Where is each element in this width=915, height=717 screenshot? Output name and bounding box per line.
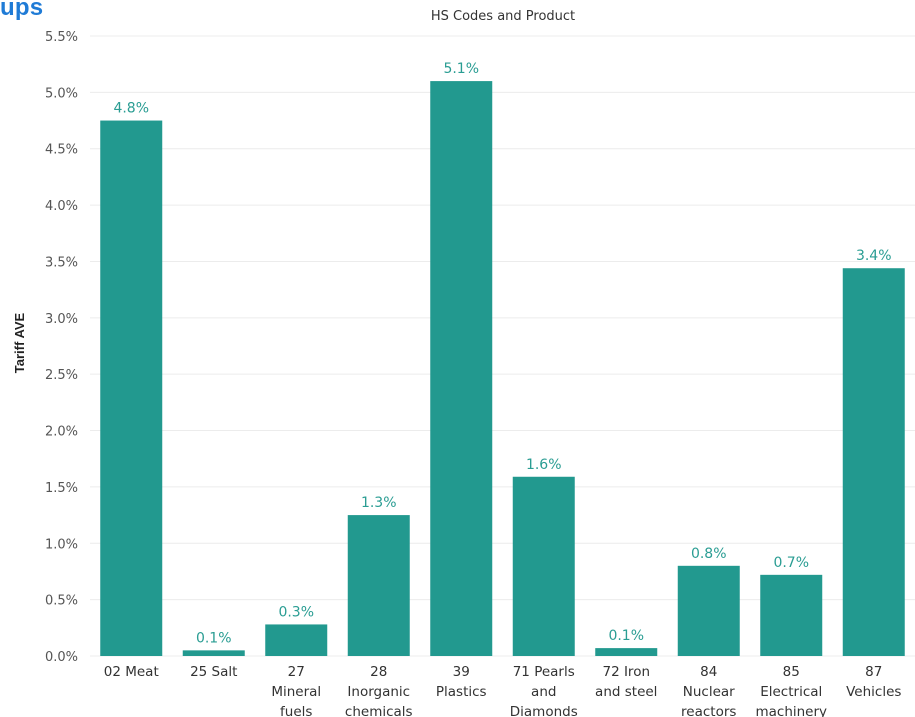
x-tick-label-line: fuels xyxy=(280,704,312,717)
x-tick-label-line: chemicals xyxy=(345,704,413,717)
bar xyxy=(512,476,575,656)
y-tick-label: 3.5% xyxy=(45,255,78,270)
x-tick-label-line: Diamonds xyxy=(510,704,578,717)
x-tick-label-line: 25 Salt xyxy=(190,664,237,680)
y-tick-label: 4.5% xyxy=(45,143,78,158)
bar xyxy=(347,515,410,656)
x-tick-label-line: 84 xyxy=(700,664,717,680)
x-tick-label: 27 Mineral fuels xyxy=(271,664,321,717)
y-axis-ticks: 0.0% 0.5% 1.0% 1.5% 2.0% 2.5% 3.0% 3.5% 4.0% 4.5%… xyxy=(45,30,78,665)
data-label: 3.4% xyxy=(856,248,892,264)
x-tick-label-line: Electrical xyxy=(760,684,822,700)
x-tick-label: 39 Plastics xyxy=(436,664,487,700)
y-tick-label: 0.5% xyxy=(45,594,78,609)
x-tick-label: 25 Salt xyxy=(190,664,237,680)
x-tick-label: 71 Pearls and Diamonds xyxy=(510,664,578,717)
data-labels: 4.8% 0.1% 0.3% 1.3% 5.1% 1.6% 0.1% 0.8% 0.7% 3.4% xyxy=(113,61,891,646)
bar xyxy=(842,268,905,656)
bar xyxy=(760,574,823,656)
x-tick-label: 84 Nuclear reactors xyxy=(681,664,736,717)
x-tick-label: 02 Meat xyxy=(104,664,159,680)
data-label: 0.7% xyxy=(773,555,809,571)
x-tick-label-line: 28 xyxy=(370,664,387,680)
bar xyxy=(677,565,740,656)
x-tick-label-line: 85 xyxy=(783,664,800,680)
chart-title: HS Codes and Product xyxy=(430,9,576,24)
x-tick-label-line: machinery xyxy=(755,704,827,717)
x-tick-label-line: Mineral xyxy=(271,684,321,700)
data-label: 1.6% xyxy=(526,457,562,473)
x-axis-categories: 02 Meat 25 Salt 27 Mineral fuels 28 Inorganic c… xyxy=(104,664,902,717)
data-label: 5.1% xyxy=(443,61,479,77)
x-tick-label-line: and steel xyxy=(595,684,657,700)
y-tick-label: 4.0% xyxy=(45,199,78,214)
bar xyxy=(100,120,163,656)
y-tick-label: 1.0% xyxy=(45,537,78,552)
y-axis-label: Tariff AVE xyxy=(12,312,27,373)
y-tick-label: 3.0% xyxy=(45,312,78,327)
data-label: 0.8% xyxy=(691,546,727,562)
x-tick-label-line: 71 Pearls xyxy=(513,664,575,680)
y-tick-label: 2.0% xyxy=(45,425,78,440)
bar xyxy=(430,81,493,656)
y-tick-label: 1.5% xyxy=(45,481,78,496)
y-tick-label: 0.0% xyxy=(45,650,78,665)
bars xyxy=(100,81,905,656)
x-tick-label-line: Plastics xyxy=(436,684,487,700)
x-tick-label: 28 Inorganic chemicals xyxy=(345,664,413,717)
x-tick-label-line: Vehicles xyxy=(846,684,901,700)
x-tick-label-line: 39 xyxy=(453,664,470,680)
data-label: 4.8% xyxy=(113,101,149,117)
x-tick-label-line: and xyxy=(531,684,556,700)
x-tick-label: 85 Electrical machinery xyxy=(755,664,827,717)
x-tick-label-line: Inorganic xyxy=(347,684,410,700)
data-label: 0.3% xyxy=(278,604,314,620)
y-tick-label: 2.5% xyxy=(45,368,78,383)
x-tick-label: 87 Vehicles xyxy=(846,664,901,700)
x-tick-label: 72 Iron and steel xyxy=(595,664,657,700)
bar xyxy=(265,624,328,656)
x-tick-label-line: reactors xyxy=(681,704,736,717)
data-label: 1.3% xyxy=(361,495,397,511)
x-tick-label-line: 87 xyxy=(865,664,882,680)
page-title-fragment: ups xyxy=(0,0,44,21)
y-tick-label: 5.5% xyxy=(45,30,78,45)
x-tick-label-line: Nuclear xyxy=(683,684,735,700)
bar xyxy=(595,648,658,656)
data-label: 0.1% xyxy=(196,630,232,646)
bar xyxy=(182,650,245,656)
y-tick-label: 5.0% xyxy=(45,86,78,101)
x-tick-label-line: 27 xyxy=(288,664,305,680)
data-label: 0.1% xyxy=(608,628,644,644)
x-tick-label-line: 72 Iron xyxy=(602,664,650,680)
x-tick-label-line: 02 Meat xyxy=(104,664,159,680)
